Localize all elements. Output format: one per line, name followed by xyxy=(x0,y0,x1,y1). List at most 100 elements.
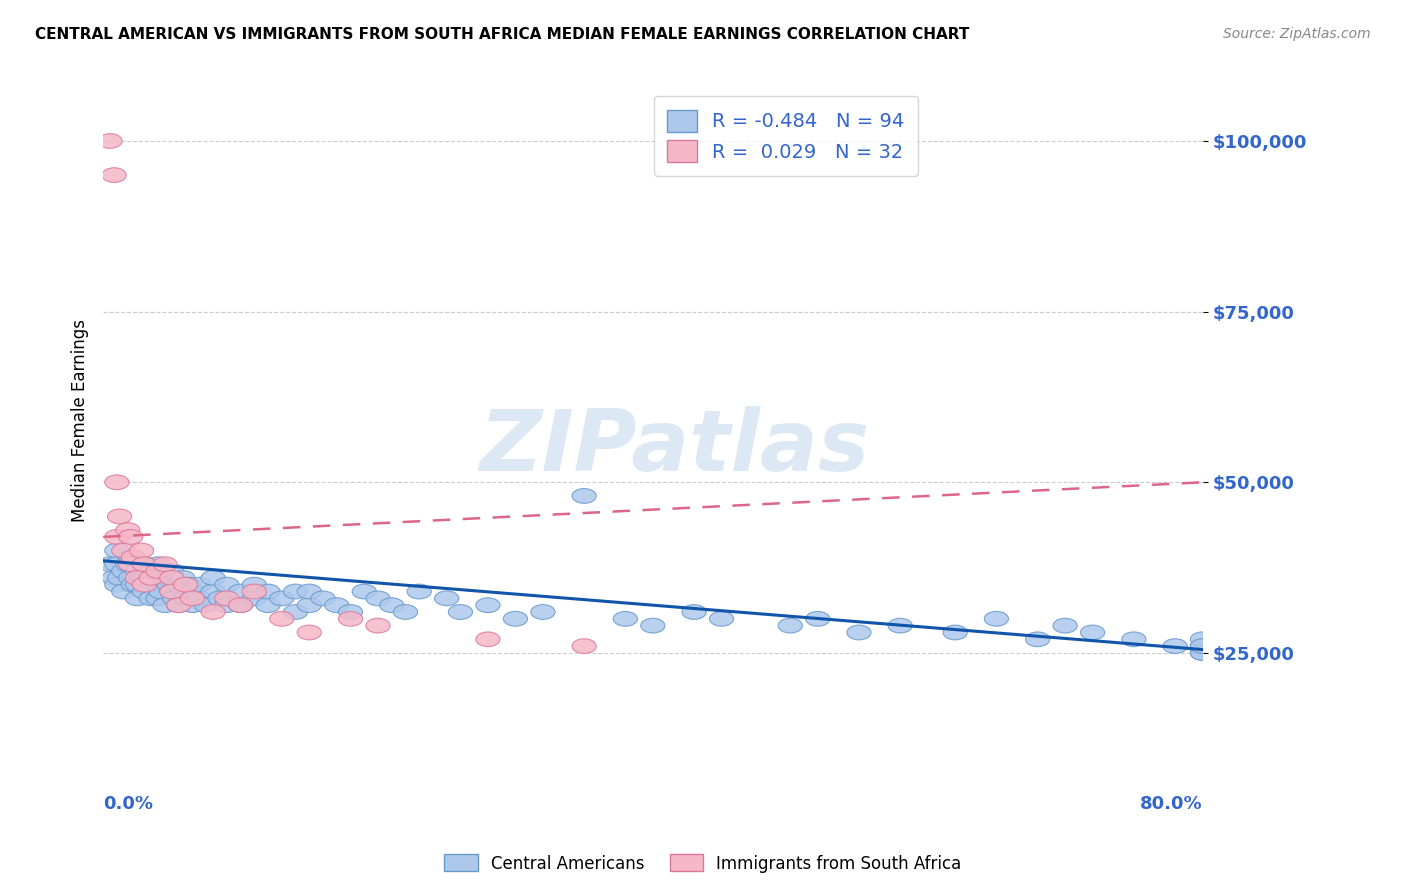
Ellipse shape xyxy=(98,557,122,572)
Ellipse shape xyxy=(228,598,253,613)
Ellipse shape xyxy=(111,564,136,578)
Ellipse shape xyxy=(160,571,184,585)
Ellipse shape xyxy=(125,591,149,606)
Ellipse shape xyxy=(201,571,225,585)
Ellipse shape xyxy=(146,591,170,606)
Text: 80.0%: 80.0% xyxy=(1140,796,1202,814)
Ellipse shape xyxy=(118,530,142,544)
Ellipse shape xyxy=(132,557,156,572)
Ellipse shape xyxy=(475,632,501,647)
Ellipse shape xyxy=(111,543,136,558)
Ellipse shape xyxy=(325,598,349,613)
Ellipse shape xyxy=(139,571,163,585)
Ellipse shape xyxy=(201,605,225,619)
Ellipse shape xyxy=(1191,646,1215,660)
Text: Source: ZipAtlas.com: Source: ZipAtlas.com xyxy=(1223,27,1371,41)
Ellipse shape xyxy=(1191,646,1215,660)
Ellipse shape xyxy=(105,543,129,558)
Ellipse shape xyxy=(380,598,404,613)
Ellipse shape xyxy=(125,577,149,592)
Ellipse shape xyxy=(270,611,294,626)
Ellipse shape xyxy=(1025,632,1050,647)
Ellipse shape xyxy=(146,564,170,578)
Ellipse shape xyxy=(105,557,129,572)
Ellipse shape xyxy=(167,577,191,592)
Ellipse shape xyxy=(889,618,912,633)
Ellipse shape xyxy=(339,605,363,619)
Ellipse shape xyxy=(118,571,142,585)
Ellipse shape xyxy=(242,577,266,592)
Ellipse shape xyxy=(157,577,181,592)
Ellipse shape xyxy=(572,489,596,503)
Ellipse shape xyxy=(125,571,149,585)
Ellipse shape xyxy=(641,618,665,633)
Ellipse shape xyxy=(153,557,177,572)
Y-axis label: Median Female Earnings: Median Female Earnings xyxy=(72,319,89,523)
Ellipse shape xyxy=(1163,639,1187,654)
Ellipse shape xyxy=(297,584,322,599)
Ellipse shape xyxy=(180,598,204,613)
Ellipse shape xyxy=(107,571,132,585)
Ellipse shape xyxy=(194,598,218,613)
Ellipse shape xyxy=(187,591,211,606)
Ellipse shape xyxy=(173,591,198,606)
Ellipse shape xyxy=(121,577,145,592)
Ellipse shape xyxy=(176,577,201,592)
Ellipse shape xyxy=(170,571,195,585)
Ellipse shape xyxy=(242,591,266,606)
Ellipse shape xyxy=(284,605,308,619)
Ellipse shape xyxy=(1191,639,1215,654)
Ellipse shape xyxy=(215,577,239,592)
Ellipse shape xyxy=(806,611,830,626)
Ellipse shape xyxy=(1191,632,1215,647)
Ellipse shape xyxy=(121,550,145,565)
Ellipse shape xyxy=(173,584,198,599)
Ellipse shape xyxy=(118,557,142,572)
Ellipse shape xyxy=(475,598,501,613)
Ellipse shape xyxy=(408,584,432,599)
Ellipse shape xyxy=(1080,625,1105,640)
Ellipse shape xyxy=(503,611,527,626)
Text: 0.0%: 0.0% xyxy=(103,796,153,814)
Ellipse shape xyxy=(115,557,141,572)
Ellipse shape xyxy=(208,591,232,606)
Ellipse shape xyxy=(180,591,204,606)
Ellipse shape xyxy=(160,584,184,599)
Ellipse shape xyxy=(139,571,163,585)
Ellipse shape xyxy=(297,598,322,613)
Ellipse shape xyxy=(173,577,198,592)
Ellipse shape xyxy=(167,598,191,613)
Ellipse shape xyxy=(434,591,458,606)
Ellipse shape xyxy=(846,625,872,640)
Ellipse shape xyxy=(339,611,363,626)
Ellipse shape xyxy=(146,557,170,572)
Ellipse shape xyxy=(105,577,129,592)
Ellipse shape xyxy=(153,571,177,585)
Ellipse shape xyxy=(105,475,129,490)
Ellipse shape xyxy=(1053,618,1077,633)
Ellipse shape xyxy=(613,611,637,626)
Ellipse shape xyxy=(132,584,156,599)
Ellipse shape xyxy=(1191,639,1215,654)
Ellipse shape xyxy=(572,639,596,654)
Ellipse shape xyxy=(103,571,127,585)
Ellipse shape xyxy=(366,618,389,633)
Ellipse shape xyxy=(139,591,163,606)
Ellipse shape xyxy=(215,591,239,606)
Ellipse shape xyxy=(143,564,167,578)
Ellipse shape xyxy=(228,598,253,613)
Ellipse shape xyxy=(352,584,377,599)
Ellipse shape xyxy=(160,564,184,578)
Ellipse shape xyxy=(103,168,127,183)
Ellipse shape xyxy=(149,584,173,599)
Ellipse shape xyxy=(146,577,170,592)
Legend: Central Americans, Immigrants from South Africa: Central Americans, Immigrants from South… xyxy=(437,847,969,880)
Ellipse shape xyxy=(180,584,204,599)
Ellipse shape xyxy=(132,571,156,585)
Ellipse shape xyxy=(449,605,472,619)
Ellipse shape xyxy=(228,584,253,599)
Ellipse shape xyxy=(682,605,706,619)
Ellipse shape xyxy=(778,618,803,633)
Ellipse shape xyxy=(710,611,734,626)
Ellipse shape xyxy=(943,625,967,640)
